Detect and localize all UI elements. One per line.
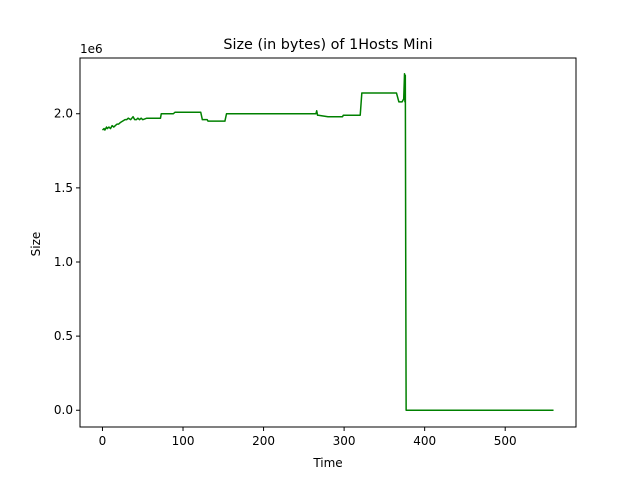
x-tick-label: 200 — [252, 434, 275, 448]
x-tick-label: 0 — [99, 434, 107, 448]
y-tick-label: 2.0 — [54, 107, 73, 121]
x-axis-label: Time — [312, 456, 342, 470]
y-axis-offset-label: 1e6 — [80, 42, 103, 56]
y-tick-label: 1.0 — [54, 255, 73, 269]
x-axis: 0 100 200 300 400 500 — [99, 427, 517, 448]
y-tick-label: 0.0 — [54, 403, 73, 417]
x-tick-label: 100 — [172, 434, 195, 448]
y-axis-label: Size — [29, 232, 43, 257]
series-line-0 — [101, 72, 554, 411]
plot-area — [101, 72, 554, 411]
x-tick-label: 500 — [494, 434, 517, 448]
chart-title: Size (in bytes) of 1Hosts Mini — [223, 37, 432, 53]
plot-frame — [79, 57, 577, 428]
x-tick-label: 400 — [413, 434, 436, 448]
x-tick-label: 300 — [333, 434, 356, 448]
y-axis: 0.0 0.5 1.0 1.5 2.0 — [54, 107, 80, 417]
y-tick-label: 0.5 — [54, 329, 73, 343]
y-tick-label: 1.5 — [54, 181, 73, 195]
